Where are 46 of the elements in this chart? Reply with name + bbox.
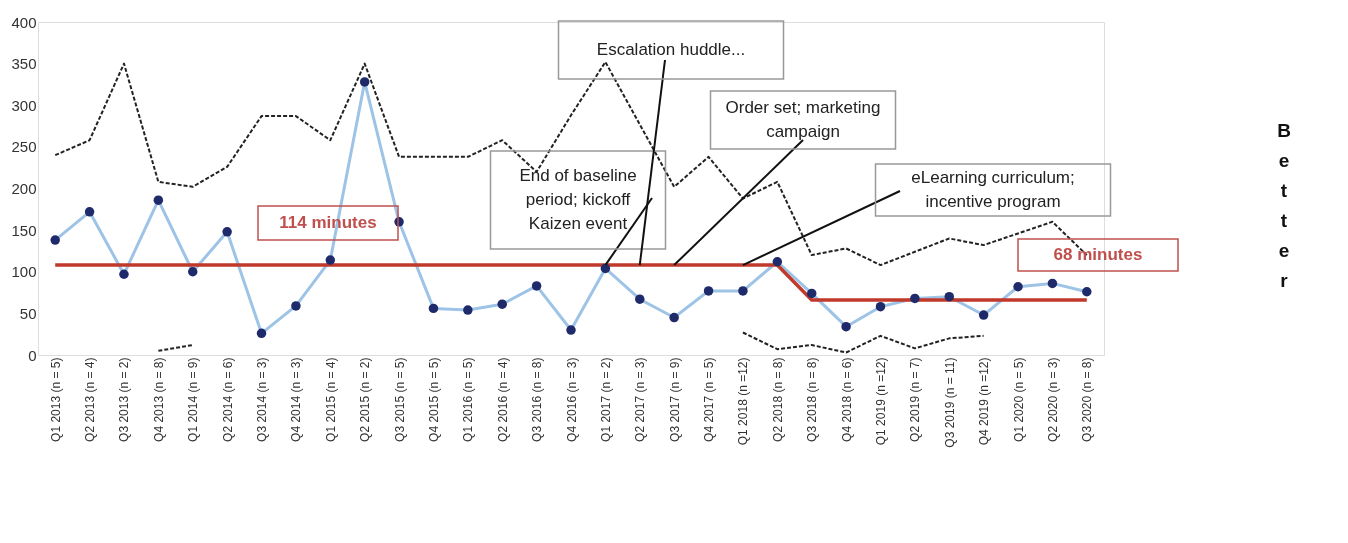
x-tick-label: Q2 2019 (n = 7) — [908, 357, 923, 442]
x-tick-label: Q3 2015 (n = 5) — [392, 357, 407, 442]
y-tick-label: 0 — [28, 346, 37, 364]
y-tick-label: 150 — [11, 221, 37, 239]
x-tick-label: Q4 2013 (n = 8) — [151, 357, 166, 442]
x-tick-label: Q4 2017 (n = 5) — [702, 357, 717, 442]
x-tick-label: Q2 2013 (n = 4) — [83, 357, 98, 442]
x-tick-label: Q3 2016 (n = 8) — [530, 357, 545, 442]
x-tick-label: Q3 2018 (n = 8) — [805, 357, 820, 442]
x-tick-label: Q2 2016 (n = 4) — [495, 357, 510, 442]
x-tick-label: Q4 2015 (n = 5) — [426, 357, 441, 442]
x-tick-label: Q1 2015 (n = 4) — [323, 357, 338, 442]
y-tick-label: 200 — [11, 180, 37, 197]
annotation: Escalation huddle... — [596, 40, 746, 59]
x-tick-label: Q1 2018 (n =12) — [736, 357, 751, 446]
y-tick-label: 250 — [11, 138, 37, 156]
annotation: Order set; marketing campaign — [725, 98, 881, 141]
y-tick-label: 350 — [11, 55, 37, 73]
x-tick-label: Q1 2017 (n = 2) — [598, 357, 613, 442]
annotation: End of baseline period; kickoff Kaizen event — [519, 166, 637, 233]
x-tick-label: Q3 2014 (n = 3) — [255, 357, 270, 442]
x-tick-label: Q1 2013 (n = 5) — [48, 357, 63, 442]
x-tick-label: Q2 2020 (n = 3) — [1045, 357, 1060, 442]
y-tick-label: 400 — [11, 13, 37, 31]
x-tick-label: Q3 2013 (n = 2) — [117, 357, 132, 442]
annotation: 68 minutes — [1053, 245, 1143, 264]
x-tick-label: Q3 2017 (n = 9) — [667, 357, 682, 442]
x-tick-label: Q2 2015 (n = 2) — [358, 357, 373, 442]
y-tick-label: 300 — [11, 96, 37, 114]
x-tick-label: Q1 2014 (n = 9) — [186, 357, 201, 442]
x-tick-label: Q4 2014 (n = 3) — [289, 357, 304, 442]
x-tick-label: Q2 2018 (n = 8) — [770, 357, 785, 442]
x-tick-label: Q1 2016 (n = 5) — [461, 357, 476, 442]
x-tick-label: Q4 2016 (n = 3) — [564, 357, 579, 442]
x-tick-label: Q2 2014 (n = 6) — [220, 357, 235, 442]
x-tick-label: Q4 2019 (n =12) — [977, 357, 992, 446]
x-tick-label: Q3 2019 (n = 11) — [942, 357, 957, 448]
y-tick-label: 100 — [11, 263, 37, 281]
y-tick-label: 50 — [19, 304, 37, 322]
x-tick-label: Q2 2017 (n = 3) — [633, 357, 648, 442]
annotation: eLearning curriculum; incentive program — [911, 168, 1075, 211]
text: Better — [1277, 120, 1291, 291]
x-tick-label: Q4 2018 (n = 6) — [839, 357, 854, 442]
x-tick-label: Q3 2020 (n = 8) — [1080, 357, 1095, 442]
x-tick-label: Q1 2020 (n = 5) — [1011, 357, 1026, 442]
x-tick-label: Q1 2019 (n =12) — [873, 357, 888, 446]
